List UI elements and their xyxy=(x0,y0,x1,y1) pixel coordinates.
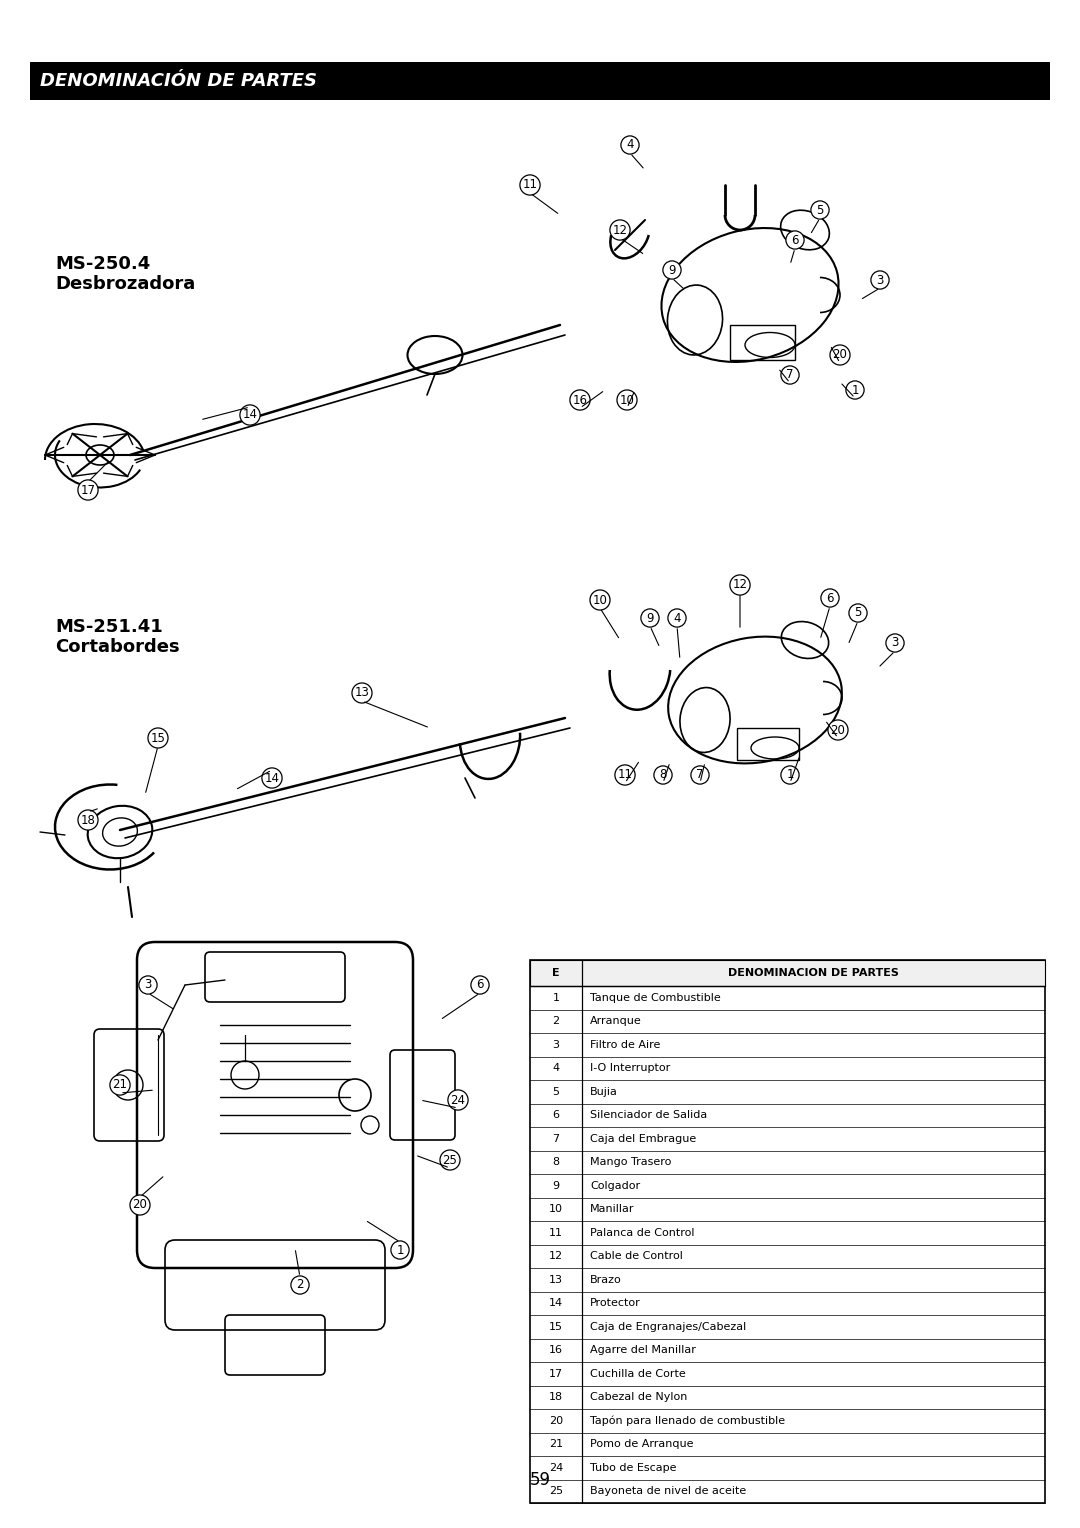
Text: 25: 25 xyxy=(549,1487,563,1496)
Text: 13: 13 xyxy=(354,686,369,700)
Text: DENOMINACIÓN DE PARTES: DENOMINACIÓN DE PARTES xyxy=(40,72,318,90)
Text: 20: 20 xyxy=(831,723,846,736)
Text: 7: 7 xyxy=(553,1134,559,1144)
Text: 8: 8 xyxy=(553,1157,559,1167)
Text: 11: 11 xyxy=(523,179,538,191)
Text: 1: 1 xyxy=(851,384,859,396)
Text: 5: 5 xyxy=(816,203,824,217)
Text: Brazo: Brazo xyxy=(590,1274,622,1285)
Text: 5: 5 xyxy=(553,1086,559,1097)
Text: Pomo de Arranque: Pomo de Arranque xyxy=(590,1439,693,1449)
Text: Bayoneta de nivel de aceite: Bayoneta de nivel de aceite xyxy=(590,1487,746,1496)
Text: MS-250.4: MS-250.4 xyxy=(55,255,150,274)
Text: 3: 3 xyxy=(145,978,151,992)
Text: 12: 12 xyxy=(612,223,627,237)
Bar xyxy=(730,325,795,361)
Text: 25: 25 xyxy=(443,1154,458,1166)
Text: 3: 3 xyxy=(891,637,899,649)
Text: 9: 9 xyxy=(553,1181,559,1190)
Text: 5: 5 xyxy=(854,607,862,619)
Text: 17: 17 xyxy=(81,483,95,497)
Text: 6: 6 xyxy=(476,978,484,992)
Bar xyxy=(530,960,1045,1504)
Text: Cable de Control: Cable de Control xyxy=(590,1251,683,1261)
Text: 7: 7 xyxy=(697,769,704,781)
Text: 9: 9 xyxy=(646,611,653,625)
Text: 24: 24 xyxy=(450,1094,465,1106)
Text: 14: 14 xyxy=(265,772,280,784)
Text: 13: 13 xyxy=(549,1274,563,1285)
Text: Arranque: Arranque xyxy=(590,1016,642,1027)
Text: DENOMINACION DE PARTES: DENOMINACION DE PARTES xyxy=(728,969,899,978)
Text: Colgador: Colgador xyxy=(590,1181,640,1190)
Text: Tapón para llenado de combustible: Tapón para llenado de combustible xyxy=(590,1415,785,1426)
Text: 18: 18 xyxy=(549,1392,563,1403)
Text: 15: 15 xyxy=(150,732,165,744)
Text: Cuchilla de Corte: Cuchilla de Corte xyxy=(590,1369,686,1378)
Text: Protector: Protector xyxy=(590,1299,640,1308)
Text: 7: 7 xyxy=(786,368,794,382)
Text: Tanque de Combustible: Tanque de Combustible xyxy=(590,993,720,1002)
Text: Cortabordes: Cortabordes xyxy=(55,639,179,656)
Text: 4: 4 xyxy=(626,139,634,151)
Text: 1: 1 xyxy=(396,1244,404,1256)
Text: Caja de Engranajes/Cabezal: Caja de Engranajes/Cabezal xyxy=(590,1322,746,1332)
Text: 9: 9 xyxy=(669,263,676,277)
Text: MS-251.41: MS-251.41 xyxy=(55,617,163,636)
Text: Filtro de Aire: Filtro de Aire xyxy=(590,1039,660,1050)
Text: 20: 20 xyxy=(833,348,848,362)
Text: 2: 2 xyxy=(296,1279,303,1291)
Text: Palanca de Control: Palanca de Control xyxy=(590,1229,694,1238)
Text: 3: 3 xyxy=(553,1039,559,1050)
Text: 1: 1 xyxy=(786,769,794,781)
Text: Tubo de Escape: Tubo de Escape xyxy=(590,1462,676,1473)
Text: E: E xyxy=(552,969,559,978)
Text: 4: 4 xyxy=(673,611,680,625)
Text: I-O Interruptor: I-O Interruptor xyxy=(590,1063,671,1073)
Bar xyxy=(30,63,1050,99)
Text: 20: 20 xyxy=(549,1416,563,1426)
Text: Desbrozadora: Desbrozadora xyxy=(55,275,195,293)
Text: 11: 11 xyxy=(549,1229,563,1238)
Text: 1: 1 xyxy=(553,993,559,1002)
Text: 17: 17 xyxy=(549,1369,563,1378)
Text: 18: 18 xyxy=(81,813,95,827)
Text: 8: 8 xyxy=(659,769,666,781)
Text: Manillar: Manillar xyxy=(590,1204,635,1215)
Text: 10: 10 xyxy=(593,593,607,607)
Text: 21: 21 xyxy=(112,1079,127,1091)
Text: 3: 3 xyxy=(876,274,883,287)
Text: 20: 20 xyxy=(133,1198,148,1212)
Text: 12: 12 xyxy=(732,579,747,591)
Text: 21: 21 xyxy=(549,1439,563,1449)
Text: Mango Trasero: Mango Trasero xyxy=(590,1157,672,1167)
Text: 16: 16 xyxy=(549,1345,563,1355)
Text: Caja del Embrague: Caja del Embrague xyxy=(590,1134,697,1144)
Text: 6: 6 xyxy=(826,591,834,605)
Text: Cabezal de Nylon: Cabezal de Nylon xyxy=(590,1392,687,1403)
Bar xyxy=(530,960,1045,986)
Text: Agarre del Manillar: Agarre del Manillar xyxy=(590,1345,696,1355)
Text: 4: 4 xyxy=(553,1063,559,1073)
Text: 15: 15 xyxy=(549,1322,563,1332)
Text: 16: 16 xyxy=(572,394,588,406)
Text: Bujia: Bujia xyxy=(590,1086,618,1097)
Bar xyxy=(737,727,799,759)
Text: 2: 2 xyxy=(553,1016,559,1027)
Text: 6: 6 xyxy=(553,1111,559,1120)
Text: 10: 10 xyxy=(549,1204,563,1215)
Text: 6: 6 xyxy=(792,234,799,246)
Text: 59: 59 xyxy=(529,1471,551,1488)
Text: 11: 11 xyxy=(618,769,633,781)
Text: 10: 10 xyxy=(620,394,634,406)
Text: Silenciador de Salida: Silenciador de Salida xyxy=(590,1111,707,1120)
Text: 14: 14 xyxy=(243,408,257,422)
Text: 14: 14 xyxy=(549,1299,563,1308)
Text: 24: 24 xyxy=(549,1462,563,1473)
Text: 12: 12 xyxy=(549,1251,563,1261)
